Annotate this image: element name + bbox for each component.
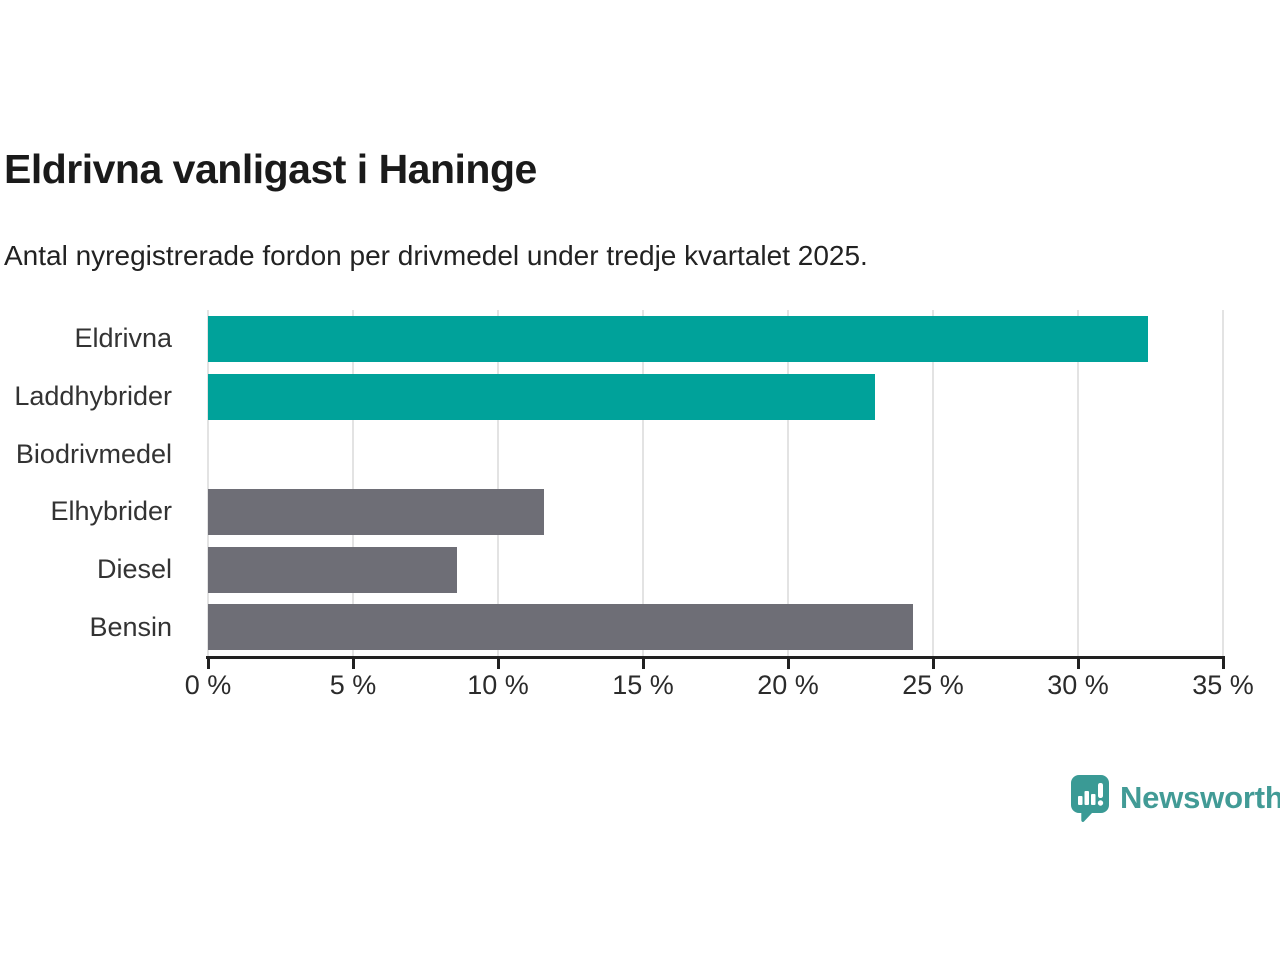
- tick-label: 10 %: [467, 670, 529, 700]
- chart-subtitle: Antal nyregistrerade fordon per drivmede…: [4, 240, 868, 271]
- bar: [208, 373, 875, 420]
- bar-chart: Eldrivna Laddhybrider Biodrivmedel Elhybrid…: [0, 310, 1280, 710]
- bar: [208, 546, 458, 593]
- tick-mark: [351, 659, 355, 669]
- gridline: [1222, 310, 1224, 656]
- tick-mark: [786, 659, 790, 669]
- tick-mark: [641, 659, 645, 669]
- tick-label: 35 %: [1192, 670, 1254, 700]
- category-label: Laddhybrider: [14, 380, 172, 411]
- gridline: [932, 310, 934, 656]
- tick-mark: [1076, 659, 1080, 669]
- gridline: [1077, 310, 1079, 656]
- tick-label: 15 %: [612, 670, 674, 700]
- category-label: Bensin: [89, 611, 172, 642]
- tick-label: 5 %: [329, 670, 377, 700]
- bar: [208, 315, 1148, 362]
- brand-name: Newsworthy: [1120, 780, 1280, 815]
- tick-label: 30 %: [1047, 670, 1109, 700]
- category-label: Eldrivna: [74, 323, 172, 354]
- brand-logo: Newsworthy: [1070, 774, 1280, 830]
- gridline: [207, 310, 209, 656]
- tick-label: 20 %: [757, 670, 819, 700]
- gridline: [786, 310, 789, 656]
- gridline: [496, 310, 499, 656]
- tick-mark: [931, 659, 935, 669]
- x-axis-line: [206, 656, 1225, 659]
- tick-label: 25 %: [902, 670, 964, 700]
- newsworthy-speech-bubble-chart-icon: [1070, 774, 1110, 827]
- gridline: [642, 310, 644, 656]
- bar: [208, 604, 913, 651]
- gridline: [351, 310, 354, 656]
- category-label: Biodrivmedel: [15, 438, 172, 469]
- category-label: Diesel: [96, 553, 172, 584]
- category-label: Elhybrider: [50, 496, 172, 527]
- category-axis-labels: Eldrivna Laddhybrider Biodrivmedel Elhybrid…: [0, 310, 190, 656]
- bar: [208, 488, 545, 535]
- page-title: Eldrivna vanligast i Haninge: [4, 146, 537, 192]
- tick-mark: [496, 659, 500, 669]
- tick-mark: [1221, 659, 1225, 669]
- plot-area: [207, 310, 1224, 656]
- tick-label: 0 %: [184, 670, 232, 700]
- tick-mark: [206, 659, 210, 669]
